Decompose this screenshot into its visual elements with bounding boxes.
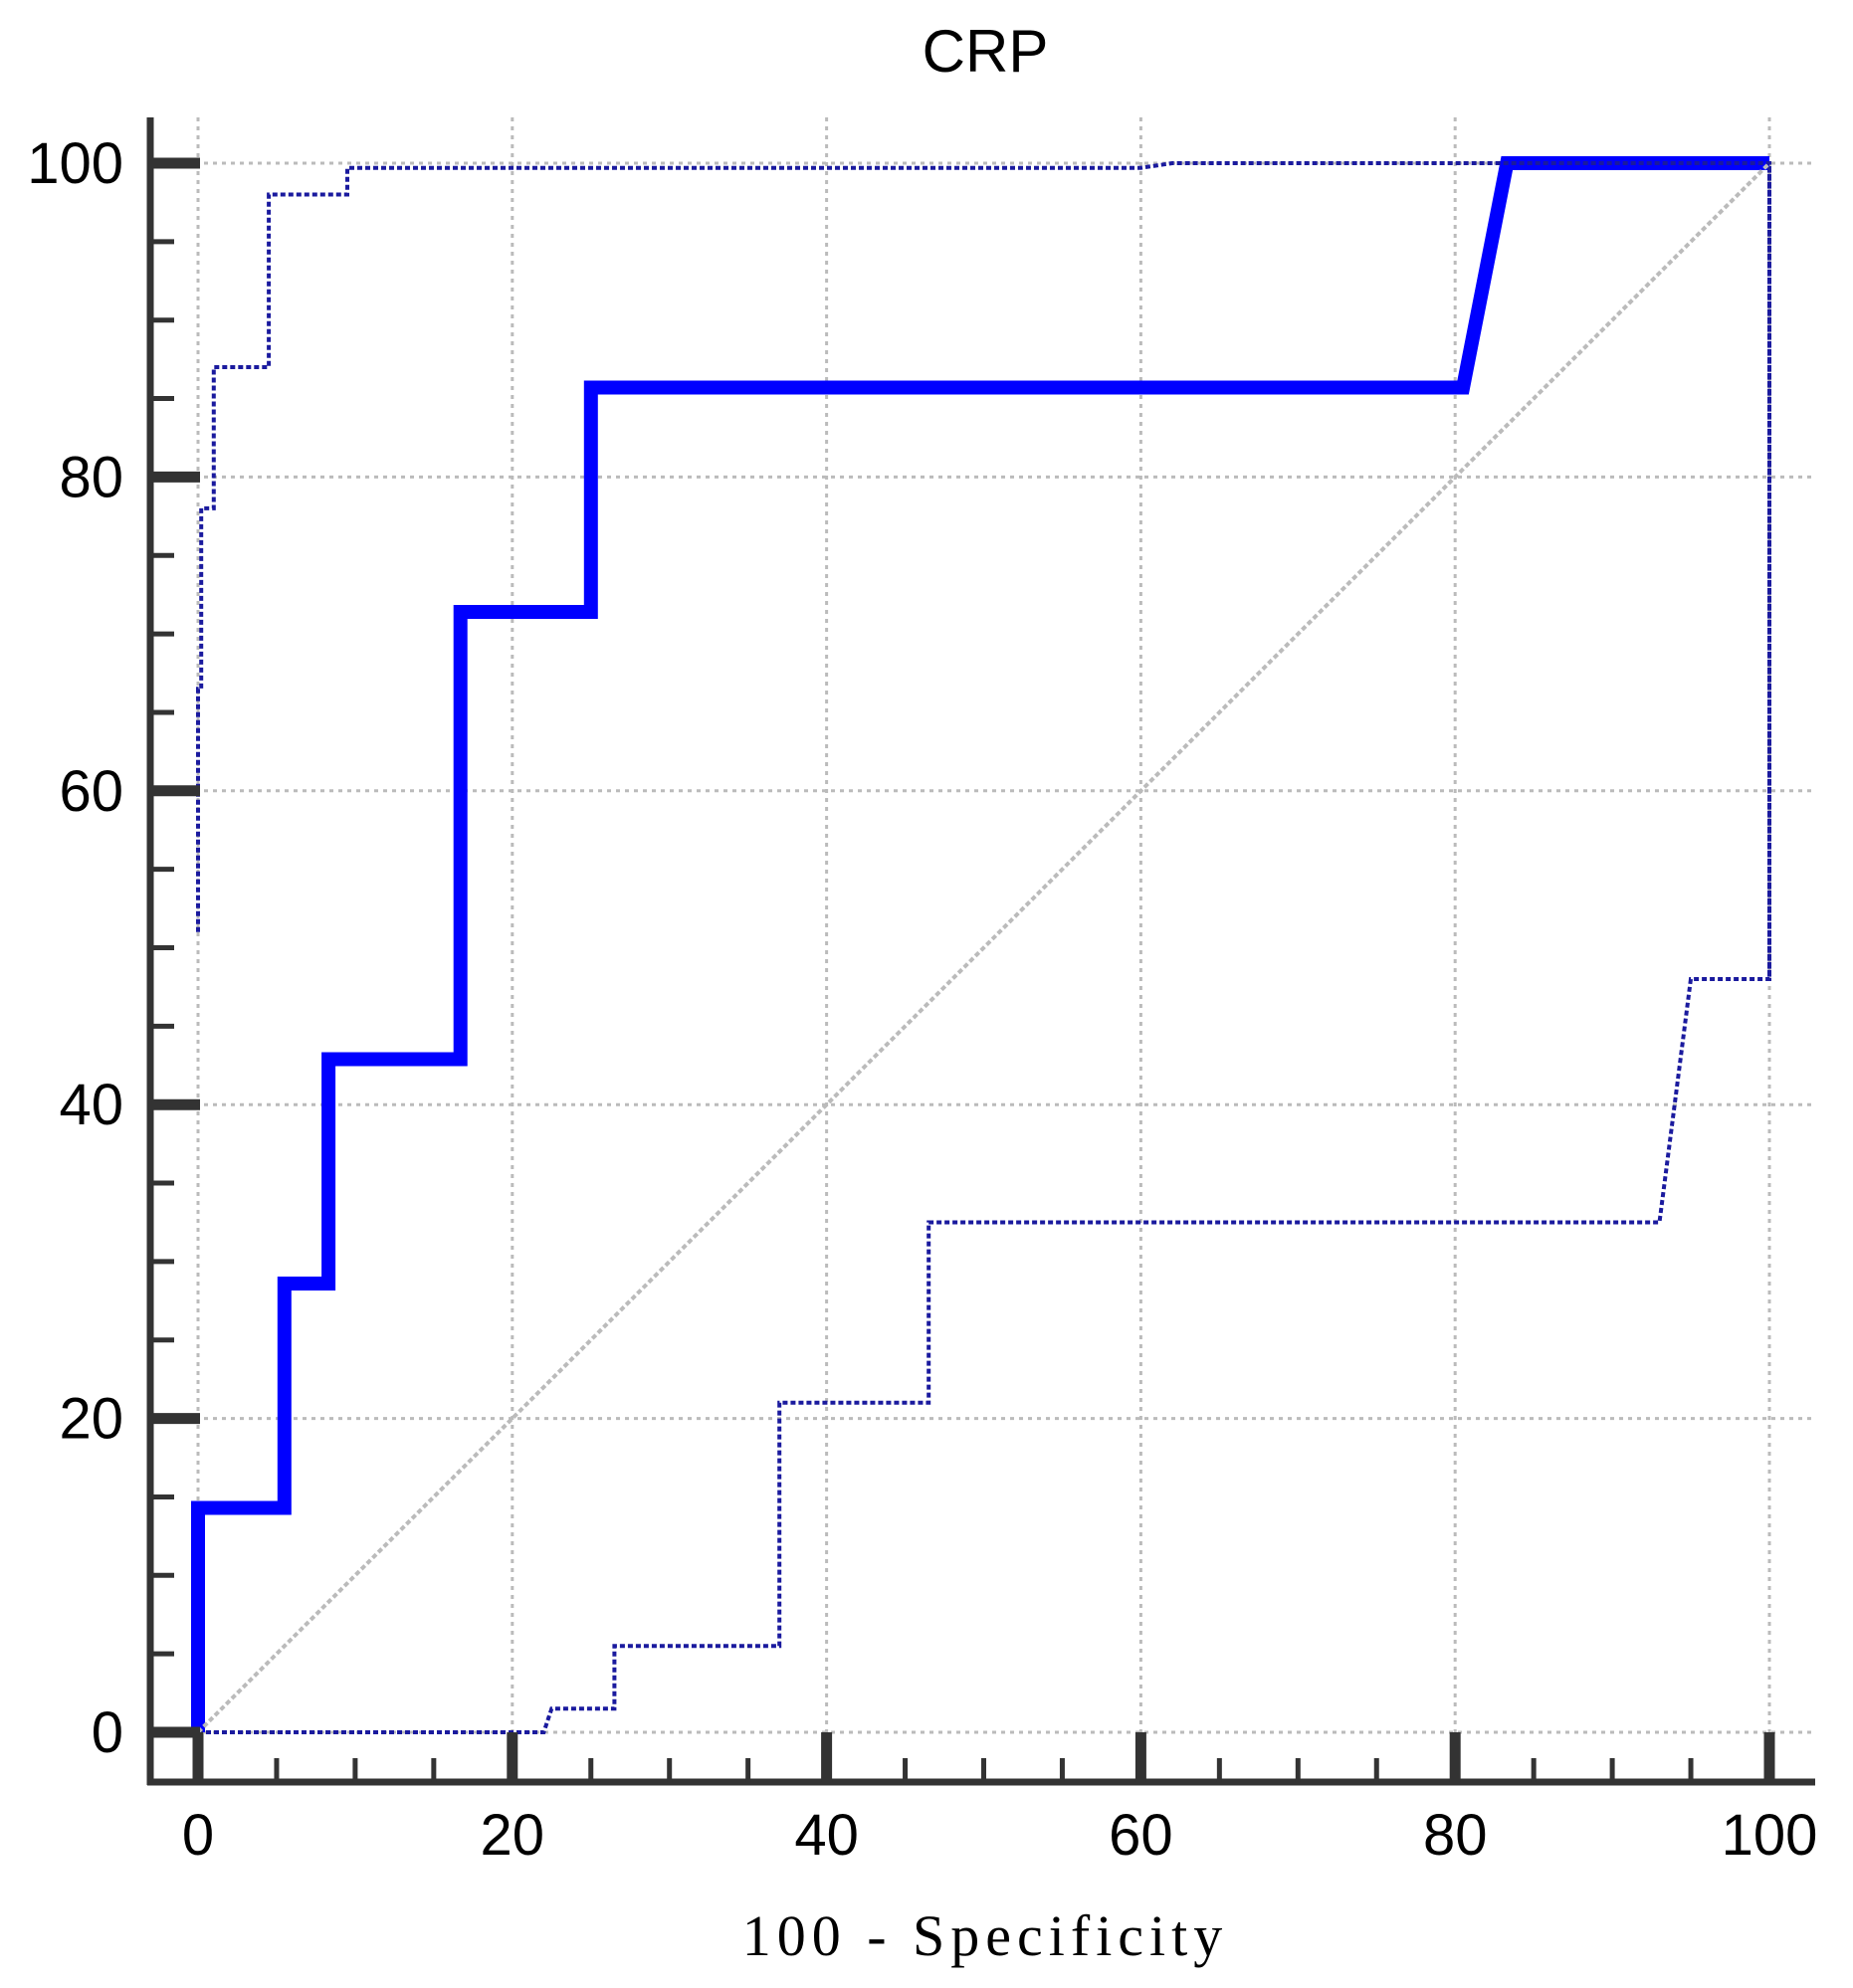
x-tick-label: 60	[1109, 1803, 1173, 1868]
x-tick-label: 20	[481, 1803, 545, 1868]
roc-curve	[191, 156, 1769, 1732]
x-tick-label: 100	[1722, 1803, 1818, 1868]
x-tick-label: 80	[1423, 1803, 1488, 1868]
x-tick-label: 0	[182, 1803, 214, 1868]
y-tick-label: 40	[59, 1073, 123, 1137]
series-group	[191, 156, 1771, 1734]
chart-title: CRP	[923, 18, 1049, 85]
x-tick-label: 40	[794, 1803, 859, 1868]
ci-upper-line	[196, 161, 1771, 979]
reference-diagonal	[196, 161, 1771, 1734]
y-tick-label: 0	[92, 1700, 123, 1765]
y-tick-label: 60	[59, 759, 123, 824]
ticks: 0 20 40 60 80 100 0 20 40 60 80 100	[27, 131, 1817, 1868]
y-tick-label: 20	[59, 1387, 123, 1452]
ci-lower-line	[198, 163, 1771, 1734]
y-tick-label: 80	[59, 445, 123, 509]
y-tick-label: 100	[27, 131, 123, 196]
x-axis-label: 100 - Specificity	[742, 1903, 1229, 1968]
